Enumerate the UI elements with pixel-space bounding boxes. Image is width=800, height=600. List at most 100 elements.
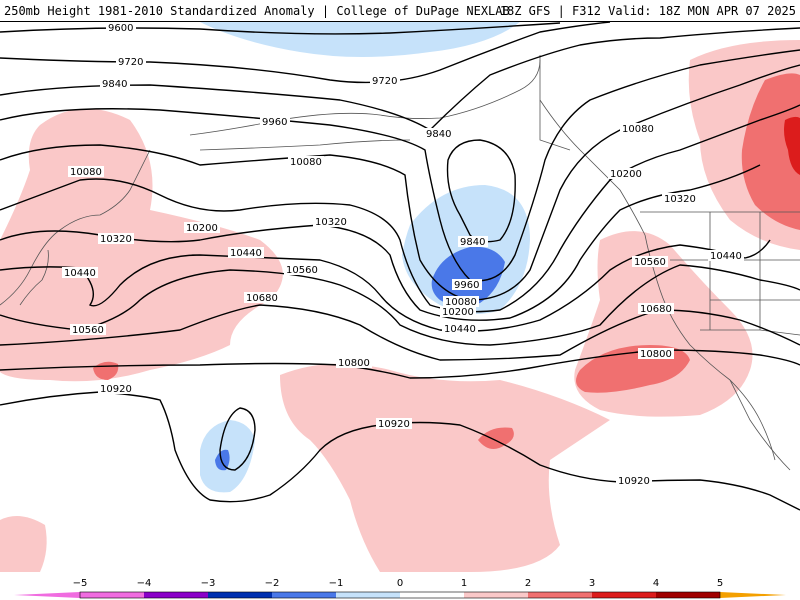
legend-swatch-neg4 [144, 592, 208, 598]
map-title: 250mb Height 1981-2010 Standardized Anom… [4, 4, 510, 18]
height-contours [0, 22, 800, 511]
svg-text:10800: 10800 [640, 349, 672, 360]
svg-text:10560: 10560 [634, 257, 666, 268]
svg-text:10320: 10320 [315, 217, 347, 228]
svg-text:9840: 9840 [460, 237, 485, 248]
contour-label: 9960 [452, 279, 482, 291]
svg-text:10560: 10560 [72, 325, 104, 336]
svg-text:9840: 9840 [426, 129, 451, 140]
svg-text:9720: 9720 [118, 57, 143, 68]
coastline-east-asia [0, 149, 151, 306]
svg-text:10440: 10440 [230, 248, 262, 259]
svg-text:10440: 10440 [710, 251, 742, 262]
svg-text:10920: 10920 [378, 419, 410, 430]
border-alaska-canada [539, 55, 571, 151]
legend-arrow-left [14, 592, 80, 598]
svg-text:10680: 10680 [246, 293, 278, 304]
coastline-west-us [644, 234, 776, 461]
contour-label: 10440 [442, 323, 478, 335]
contour-label: 10800 [336, 357, 372, 369]
legend-tick-label: −1 [329, 578, 344, 589]
legend-tick-label: −3 [201, 578, 216, 589]
legend-ticks: −5 −4 −3 −2 −1 0 1 2 3 4 5 [73, 578, 724, 589]
anomaly-positive-southwest [0, 516, 47, 572]
svg-text:10920: 10920 [618, 476, 650, 487]
legend-arrow-right [720, 592, 786, 598]
anomaly-strong-positive-northeast [741, 73, 800, 230]
legend-tick-label: 3 [589, 578, 595, 589]
svg-text:10920: 10920 [100, 384, 132, 395]
legend-tick-label: −2 [265, 578, 280, 589]
contour-label: 9840 [458, 236, 488, 248]
contour-label: 9960 [260, 116, 290, 128]
contour-label: 10440 [62, 267, 98, 279]
legend-swatch-neg3 [208, 592, 272, 598]
svg-text:10080: 10080 [290, 157, 322, 168]
legend-bar-outline [79, 591, 721, 599]
contour-label: 10200 [440, 306, 476, 318]
svg-text:10080: 10080 [70, 167, 102, 178]
contour-label: 9720 [370, 75, 400, 87]
anomaly-strong-negative-southwest [215, 449, 230, 471]
legend-swatch-neg2 [272, 592, 336, 598]
contour-label: 10680 [638, 303, 674, 315]
contour-label: 10560 [632, 256, 668, 268]
contour-label: 10320 [662, 193, 698, 205]
contour-label: 10560 [284, 264, 320, 276]
legend-swatch-pos4 [656, 592, 720, 598]
svg-text:9720: 9720 [372, 76, 397, 87]
coastline-british-columbia [539, 99, 646, 236]
coastline-japan [19, 249, 49, 306]
legend-swatch-pos2 [528, 592, 592, 598]
svg-text:10200: 10200 [610, 169, 642, 180]
svg-text:9840: 9840 [102, 79, 127, 90]
contour-label: 10080 [620, 123, 656, 135]
anomaly-positive-central [280, 363, 610, 572]
contour-10440 [0, 239, 771, 332]
contour-10320 [0, 164, 761, 321]
svg-text:10320: 10320 [100, 234, 132, 245]
contour-label: 9840 [100, 78, 130, 90]
contour-label: 10080 [288, 156, 324, 168]
anomaly-strong-negative-trough [431, 246, 505, 306]
svg-text:10200: 10200 [442, 307, 474, 318]
contour-label: 10440 [228, 247, 264, 259]
svg-text:10800: 10800 [338, 358, 370, 369]
legend-swatch-pos3 [592, 592, 656, 598]
svg-text:10320: 10320 [664, 194, 696, 205]
contour-10800 [0, 349, 800, 379]
contour-label: 10200 [184, 222, 220, 234]
legend-swatch-neg1 [336, 592, 400, 598]
contour-label: 10920 [616, 475, 652, 487]
coastline-mexico [729, 379, 791, 471]
contour-label: 10440 [708, 250, 744, 262]
svg-text:10440: 10440 [444, 324, 476, 335]
contour-label: 9600 [106, 22, 136, 34]
contour-label: 10080 [68, 166, 104, 178]
svg-text:10200: 10200 [186, 223, 218, 234]
legend-tick-label: 2 [525, 578, 531, 589]
contour-10920 [0, 391, 800, 511]
legend-swatch-pos1 [464, 592, 528, 598]
contour-label: 10680 [244, 292, 280, 304]
legend-tick-label: −5 [73, 578, 88, 589]
map-header: 250mb Height 1981-2010 Standardized Anom… [0, 0, 800, 22]
contour-9840 [0, 27, 800, 131]
contour-label: 9720 [116, 56, 146, 68]
contour-10680 [0, 304, 800, 361]
contour-9840-trough [446, 139, 516, 243]
contour-label: 10320 [98, 233, 134, 245]
svg-text:10080: 10080 [622, 124, 654, 135]
svg-text:9960: 9960 [454, 280, 479, 291]
legend-tick-label: 5 [717, 578, 723, 589]
contour-label: 10200 [608, 168, 644, 180]
contour-9600 [0, 22, 561, 35]
svg-text:10560: 10560 [286, 265, 318, 276]
model-run-info: 18Z GFS | F312 Valid: 18Z MON APR 07 202… [499, 4, 796, 18]
legend-tick-label: 4 [653, 578, 659, 589]
contour-labels: 9600 9720 9720 9840 9840 9840 9960 9960 … [62, 22, 744, 487]
contour-label: 10920 [376, 418, 412, 430]
contour-label: 10320 [313, 216, 349, 228]
legend-swatch-zero [400, 592, 464, 598]
svg-text:9600: 9600 [108, 23, 133, 34]
